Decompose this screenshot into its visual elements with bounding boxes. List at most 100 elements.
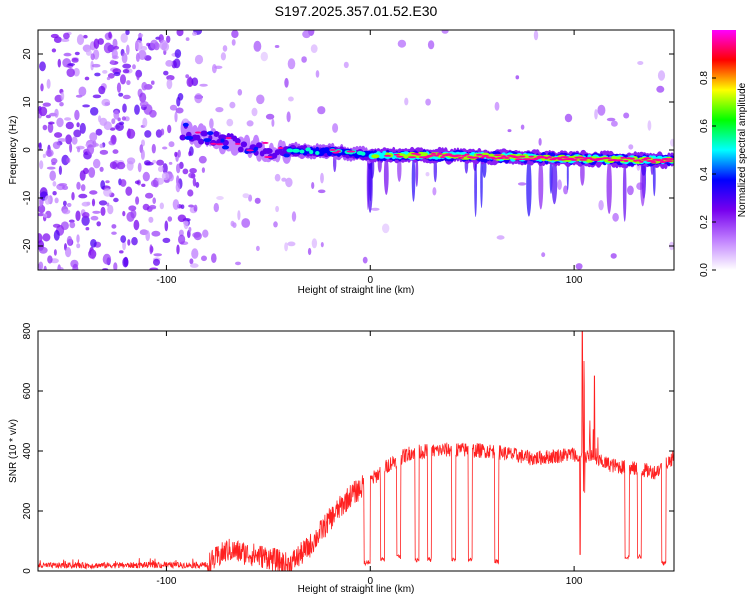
spectrogram-noise-blob xyxy=(49,170,56,181)
spectrogram-noise-blob xyxy=(53,36,62,43)
spectrogram-noise-blob xyxy=(111,135,116,145)
spectrogram-noise-blob xyxy=(54,132,63,138)
spectrogram-noise-blob xyxy=(120,74,126,85)
spectrogram-noise-blob xyxy=(139,92,147,103)
spectrogram-noise-blob xyxy=(150,179,159,187)
spectrogram-noise-blob xyxy=(66,202,72,208)
spectrogram-noise-blob xyxy=(110,59,115,65)
spectrogram-noise-blob xyxy=(174,49,182,59)
spectrogram-noise-blob xyxy=(100,206,106,216)
spectrogram-noise-blob xyxy=(187,189,194,197)
spectrogram-noise-blob xyxy=(598,200,604,211)
spectrogram-noise-blob xyxy=(610,253,617,259)
spectrogram-noise-blob xyxy=(76,122,80,128)
spectrogram-signal-mark xyxy=(635,159,642,162)
spectrogram-noise-blob xyxy=(103,42,113,54)
spectrogram-noise-blob xyxy=(42,233,51,242)
spectrogram-noise-blob xyxy=(122,63,132,69)
spectrogram-noise-blob xyxy=(80,184,86,192)
spectrogram-signal-mark xyxy=(283,153,291,158)
spectrogram-noise-blob xyxy=(108,31,112,39)
spectrogram-signal-mark xyxy=(200,130,208,137)
spectrogram-signal-mark xyxy=(198,138,205,145)
spectrogram-noise-blob xyxy=(89,132,98,142)
spectrogram-ytick-label: 20 xyxy=(22,48,33,60)
spectrogram-noise-blob xyxy=(167,124,172,134)
spectrogram-noise-blob xyxy=(126,157,136,165)
spectrogram-noise-blob xyxy=(142,203,150,211)
spectrogram-signal-mark xyxy=(215,143,224,146)
spectrogram-noise-blob xyxy=(162,163,168,174)
spectrogram-noise-blob xyxy=(92,210,101,214)
spectrogram-noise-blob xyxy=(71,136,78,145)
spectrogram-signal-mark xyxy=(623,159,629,162)
spectrogram-noise-blob xyxy=(148,216,154,223)
spectrogram-noise-blob xyxy=(51,162,56,166)
spectrogram-signal-mark xyxy=(659,161,666,163)
spectrogram-signal-mark xyxy=(234,142,241,145)
spectrogram-noise-blob xyxy=(113,45,120,50)
spectrogram-noise-blob xyxy=(168,141,175,148)
spectrogram-noise-blob xyxy=(168,161,173,165)
spectrogram-noise-blob xyxy=(188,172,196,179)
spectrogram-noise-blob xyxy=(251,107,258,117)
spectrogram-noise-blob xyxy=(159,39,168,51)
spectrogram-noise-blob xyxy=(563,185,569,195)
spectrogram-signal-mark xyxy=(213,131,220,137)
spectrogram-noise-blob xyxy=(38,261,44,270)
spectrogram-signal-mark xyxy=(480,156,485,159)
spectrogram-noise-blob xyxy=(151,80,155,85)
spectrogram-noise-blob xyxy=(427,40,435,50)
spectrogram-signal-mark xyxy=(426,154,435,157)
spectrogram-noise-blob xyxy=(201,255,207,262)
spectrogram-streak xyxy=(652,160,656,197)
spectrogram-noise-blob xyxy=(71,58,79,63)
spectrogram-noise-blob xyxy=(189,258,194,265)
spectrogram-signal-mark xyxy=(547,156,552,159)
spectrogram-noise-blob xyxy=(151,230,161,237)
spectrogram-streak xyxy=(606,159,612,214)
spectrogram-noise-blob xyxy=(153,258,160,266)
spectrogram-noise-blob xyxy=(149,244,153,255)
spectrogram-noise-blob xyxy=(127,128,131,139)
spectrogram-noise-blob xyxy=(226,118,234,127)
spectrogram-noise-blob xyxy=(76,243,81,249)
spectrogram-noise-blob xyxy=(172,199,180,210)
spectrogram-noise-blob xyxy=(45,149,54,157)
spectrogram-noise-blob xyxy=(230,220,235,227)
spectrogram-noise-blob xyxy=(96,221,101,227)
spectrogram-noise-blob xyxy=(94,72,101,77)
spectrogram-noise-blob xyxy=(73,67,80,77)
spectrogram-noise-blob xyxy=(174,151,178,157)
spectrogram-noise-blob xyxy=(85,227,90,231)
spectrogram-noise-blob xyxy=(274,45,280,48)
spectrogram-noise-blob xyxy=(79,122,86,134)
spectrogram-noise-blob xyxy=(287,58,296,70)
spectrogram-noise-blob xyxy=(656,85,665,93)
spectrogram-signal-mark xyxy=(218,134,227,141)
spectrogram-noise-blob xyxy=(77,147,81,153)
spectrogram-signal-mark xyxy=(263,148,273,154)
spectrogram-signal-mark xyxy=(234,138,241,144)
spectrogram-noise-blob xyxy=(38,233,43,244)
spectrogram-noise-blob xyxy=(517,182,527,186)
spectrogram-noise-blob xyxy=(98,85,106,95)
spectrogram-signal-mark xyxy=(493,154,502,157)
spectrogram-streak xyxy=(415,155,419,187)
spectrogram-signal-mark xyxy=(639,160,644,163)
spectrogram-noise-blob xyxy=(265,113,275,120)
spectrogram-noise-blob xyxy=(151,143,156,154)
spectrogram-noise-blob xyxy=(76,34,85,46)
spectrogram-noise-blob xyxy=(310,44,318,53)
spectrogram-noise-blob xyxy=(99,166,104,172)
spectrogram-noise-blob xyxy=(135,196,140,205)
spectrogram-noise-blob xyxy=(175,107,184,114)
spectrogram-signal-mark xyxy=(515,158,524,161)
snr-xtick-label: 0 xyxy=(367,576,373,587)
spectrogram-noise-blob xyxy=(66,157,71,163)
spectrogram-noise-blob xyxy=(155,129,163,138)
spectrogram-signal-mark xyxy=(555,157,562,159)
spectrogram-signal-mark xyxy=(436,152,443,155)
spectrogram-noise-blob xyxy=(176,163,181,174)
